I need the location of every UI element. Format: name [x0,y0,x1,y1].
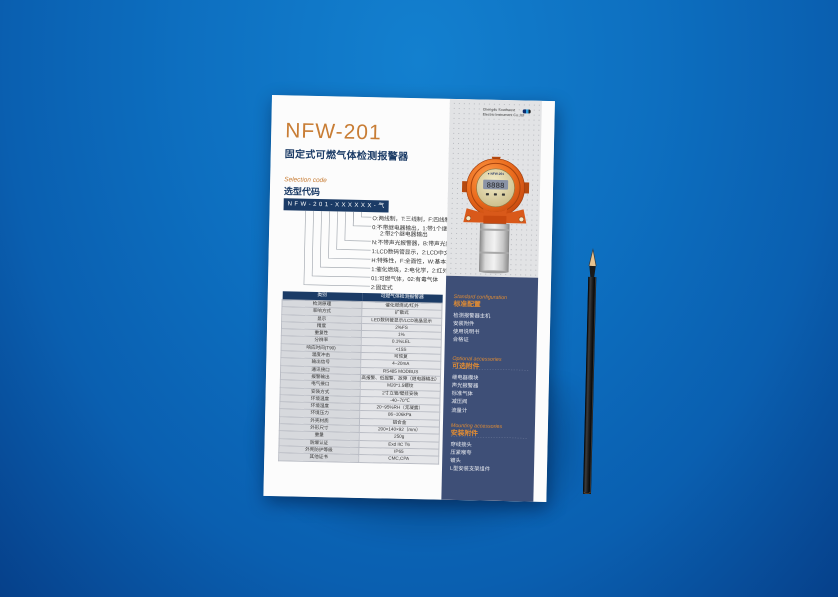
svg-text:● NFW-201: ● NFW-201 [488,172,505,176]
svg-text:8888: 8888 [486,182,504,190]
